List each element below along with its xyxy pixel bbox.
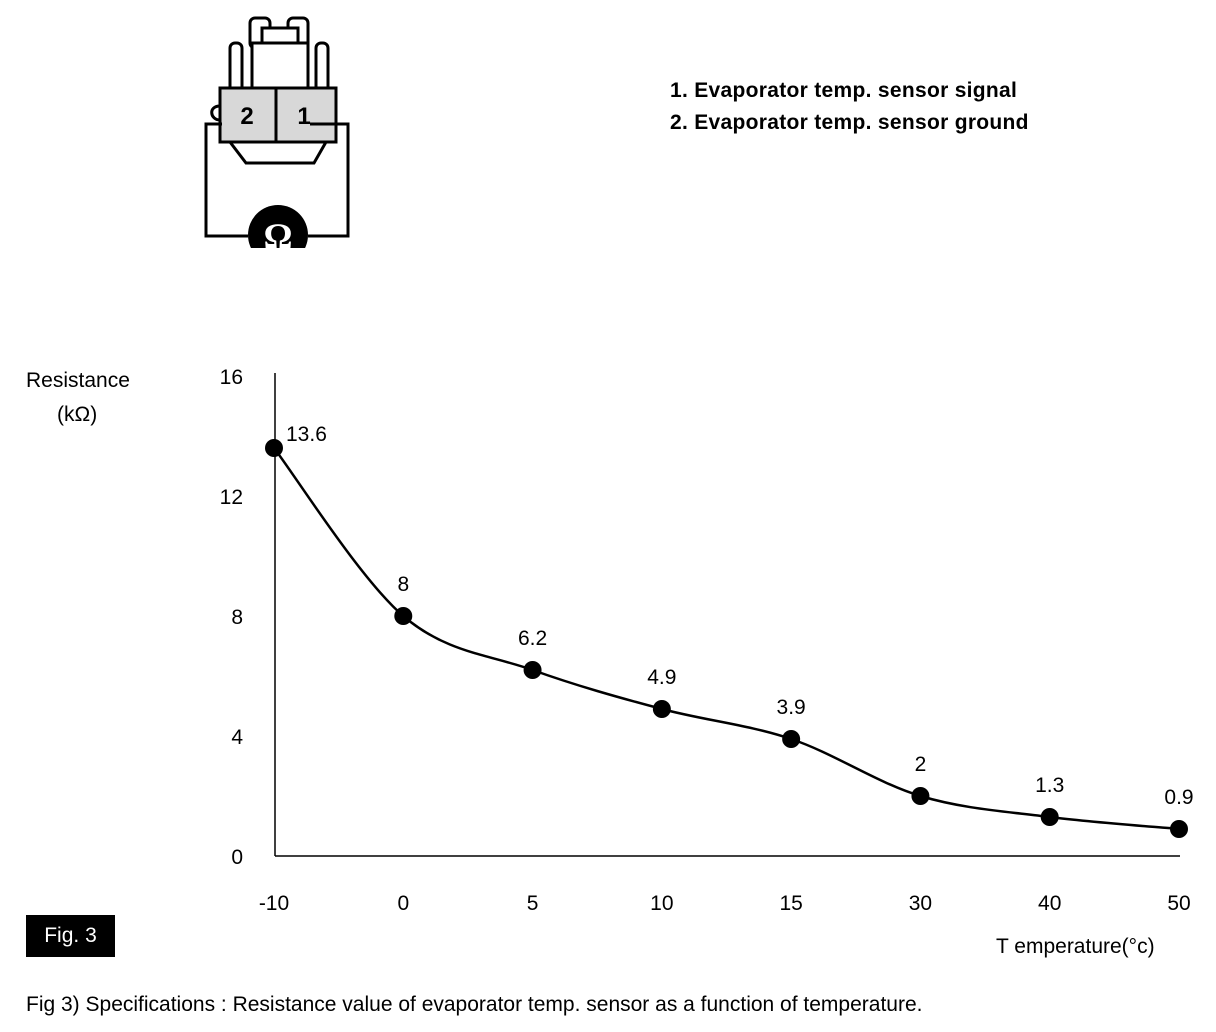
data-label: 8 [397, 573, 409, 596]
connector-diagram: 2 1 Ω [204, 16, 350, 248]
data-point [265, 439, 283, 457]
data-label: 3.9 [777, 696, 806, 719]
y-axis-title: Resistance [26, 369, 130, 392]
data-labels: 13.6 8 6.2 4.9 3.9 2 1.3 0.9 [286, 423, 1194, 809]
x-tick-label: 5 [527, 892, 539, 915]
ohmmeter-connector-icon [204, 16, 350, 238]
figure-badge: Fig. 3 [26, 915, 115, 957]
data-point [652, 700, 671, 718]
x-tick-label: 15 [779, 892, 802, 915]
data-point [911, 787, 930, 805]
legend-item-2: 2. Evaporator temp. sensor ground [670, 111, 1029, 134]
data-label: 0.9 [1164, 786, 1193, 809]
legend-item-1: 1. Evaporator temp. sensor signal [670, 79, 1018, 102]
data-label: 13.6 [286, 423, 327, 446]
y-tick-label: 12 [220, 486, 243, 509]
x-tick-label: 30 [909, 892, 932, 915]
x-tick-label: 50 [1167, 892, 1190, 915]
data-label: 1.3 [1035, 774, 1064, 797]
x-tick-label: 10 [650, 892, 673, 915]
data-markers [265, 439, 1188, 838]
data-label: 2 [915, 753, 927, 776]
data-point [394, 607, 413, 625]
data-label: 4.9 [647, 666, 676, 689]
y-tick-label: 16 [220, 366, 243, 389]
y-axis-unit: (kΩ) [57, 403, 98, 426]
y-tick-labels: 0 4 8 12 16 [220, 366, 244, 869]
ohmmeter-icon [248, 205, 308, 248]
y-tick-label: 4 [231, 726, 243, 749]
figure-caption: Fig 3) Specifications : Resistance value… [26, 993, 923, 1016]
x-axis-title: T emperature(°c) [996, 935, 1155, 958]
x-tick-labels: -10 0 5 10 15 30 40 50 [259, 892, 1191, 915]
x-tick-label: -10 [259, 892, 289, 915]
series-line [273, 447, 1180, 831]
data-point [782, 730, 801, 748]
y-tick-label: 0 [231, 846, 243, 869]
data-point [1170, 820, 1188, 838]
ohm-symbol: Ω [264, 216, 293, 248]
pin-label-2: 2 [240, 103, 253, 130]
x-tick-label: 0 [397, 892, 409, 915]
x-tick-label: 40 [1038, 892, 1061, 915]
y-tick-label: 8 [231, 606, 243, 629]
pin-label-1: 1 [297, 103, 310, 130]
data-label: 6.2 [518, 627, 547, 650]
data-point [523, 661, 542, 679]
data-point [1040, 808, 1059, 826]
